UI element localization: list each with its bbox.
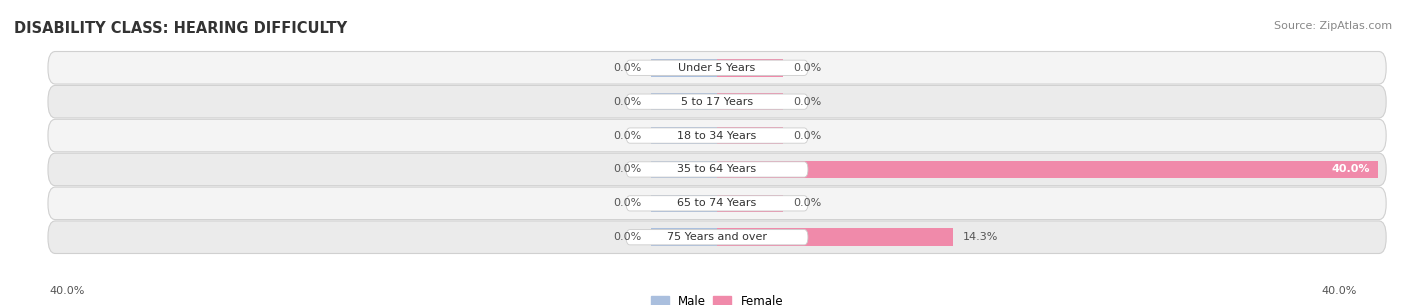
Bar [651, 127, 717, 144]
Text: 14.3%: 14.3% [963, 232, 998, 242]
FancyBboxPatch shape [48, 187, 1386, 220]
Text: 0.0%: 0.0% [613, 232, 641, 242]
Text: 65 to 74 Years: 65 to 74 Years [678, 198, 756, 208]
Bar [717, 195, 783, 212]
Text: 0.0%: 0.0% [793, 198, 821, 208]
Text: 0.0%: 0.0% [793, 63, 821, 73]
Text: 40.0%: 40.0% [1322, 286, 1357, 296]
Bar [651, 59, 717, 77]
Text: 0.0%: 0.0% [613, 97, 641, 107]
FancyBboxPatch shape [626, 162, 808, 177]
Text: 35 to 64 Years: 35 to 64 Years [678, 164, 756, 174]
Text: DISABILITY CLASS: HEARING DIFFICULTY: DISABILITY CLASS: HEARING DIFFICULTY [14, 21, 347, 36]
FancyBboxPatch shape [626, 128, 808, 143]
Text: 40.0%: 40.0% [1331, 164, 1369, 174]
Text: 40.0%: 40.0% [49, 286, 84, 296]
Bar [717, 161, 1378, 178]
FancyBboxPatch shape [626, 230, 808, 245]
Bar [717, 127, 783, 144]
Text: 0.0%: 0.0% [613, 198, 641, 208]
FancyBboxPatch shape [48, 52, 1386, 84]
Bar [717, 59, 783, 77]
Text: 0.0%: 0.0% [613, 63, 641, 73]
Text: 5 to 17 Years: 5 to 17 Years [681, 97, 754, 107]
Text: 0.0%: 0.0% [613, 164, 641, 174]
Text: 0.0%: 0.0% [793, 97, 821, 107]
Text: Under 5 Years: Under 5 Years [679, 63, 755, 73]
FancyBboxPatch shape [626, 60, 808, 75]
Bar [651, 161, 717, 178]
Text: Source: ZipAtlas.com: Source: ZipAtlas.com [1274, 21, 1392, 31]
Text: 0.0%: 0.0% [613, 131, 641, 141]
FancyBboxPatch shape [48, 85, 1386, 118]
Text: 75 Years and over: 75 Years and over [666, 232, 768, 242]
Bar [651, 93, 717, 110]
FancyBboxPatch shape [48, 221, 1386, 253]
FancyBboxPatch shape [48, 119, 1386, 152]
Bar [717, 228, 953, 246]
Text: 0.0%: 0.0% [793, 131, 821, 141]
FancyBboxPatch shape [626, 196, 808, 211]
Bar [717, 93, 783, 110]
Text: 18 to 34 Years: 18 to 34 Years [678, 131, 756, 141]
Legend: Male, Female: Male, Female [647, 291, 787, 305]
Bar [651, 195, 717, 212]
FancyBboxPatch shape [48, 153, 1386, 186]
Bar [651, 228, 717, 246]
FancyBboxPatch shape [626, 94, 808, 109]
